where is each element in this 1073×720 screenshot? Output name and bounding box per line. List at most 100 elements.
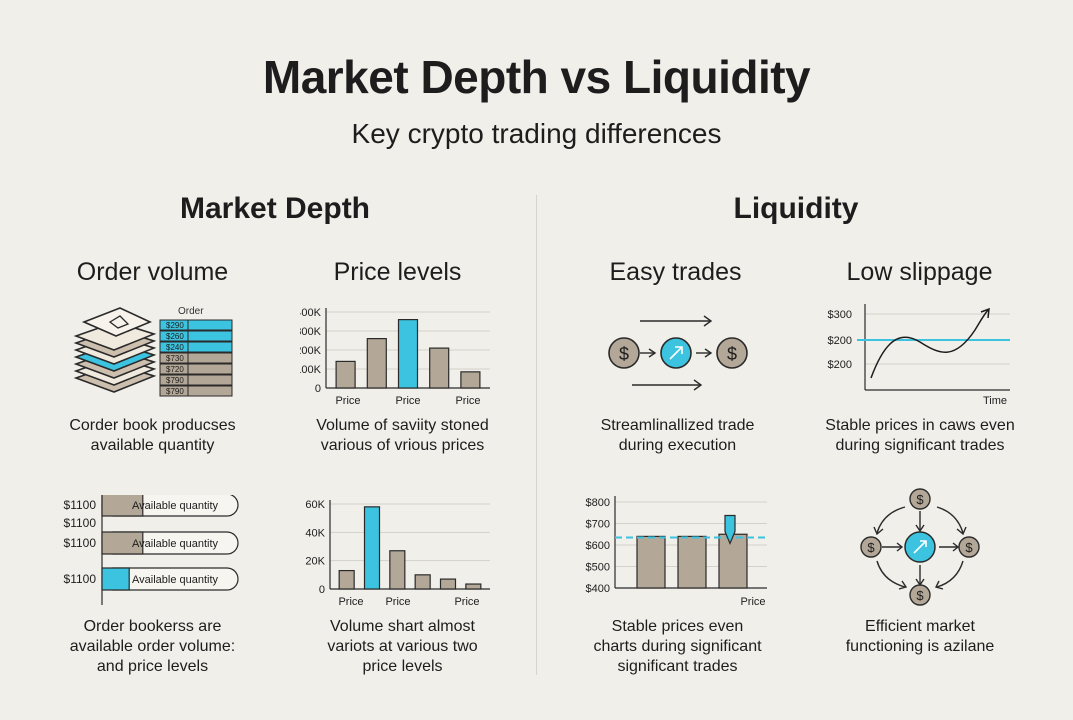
price-levels-chart: 400K 300K 200K 100K 0 Price Price Price xyxy=(300,307,490,407)
easy-trades-caption-1: Streamlinallized trade xyxy=(600,417,755,434)
order-book-volume-cell xyxy=(187,352,233,364)
price-line-arrowhead xyxy=(980,307,990,319)
order-book-volume-cell xyxy=(187,330,233,342)
market-depth-heading: Market Depth xyxy=(179,192,371,225)
bar xyxy=(636,535,666,589)
y-tick-label: $500 xyxy=(586,562,610,574)
bar xyxy=(338,569,355,590)
quantity-fill xyxy=(101,567,130,591)
order-book-price: $260 xyxy=(166,332,184,341)
order-book-illustration: Order $290 $260 $240 $730 $720 $790 $790 xyxy=(73,306,233,397)
order-volume-caption-2: available quantity xyxy=(90,437,215,454)
x-tick-label: Price xyxy=(454,596,479,608)
bar xyxy=(460,371,481,389)
x-tick-label: Price xyxy=(338,596,363,608)
y-tick-label: $800 xyxy=(586,497,610,509)
order-book-price: $290 xyxy=(166,321,184,330)
section-divider xyxy=(536,195,537,675)
y-tick-label: $300 xyxy=(828,309,852,321)
svg-text:$: $ xyxy=(965,540,973,555)
easy-trades-title: Easy trades xyxy=(609,258,742,286)
easy-trades-caption-2: during execution xyxy=(618,437,737,454)
volume-caption-1: Volume shart almost xyxy=(330,618,475,635)
stable-prices-chart: $800 $700 $600 $500 $400 Price xyxy=(586,496,767,608)
order-book-price: $790 xyxy=(166,376,184,385)
svg-text:$: $ xyxy=(916,588,924,603)
price-drop-marker xyxy=(724,514,736,546)
price-levels-title: Price levels xyxy=(333,258,462,286)
order-book-header: Order xyxy=(178,306,204,317)
bar xyxy=(363,506,381,590)
y-tick-label: 20K xyxy=(305,556,325,568)
liquidity-heading: Liquidity xyxy=(733,192,859,225)
y-tick-label: 40K xyxy=(305,527,325,539)
order-book-price: $790 xyxy=(166,387,184,396)
volume-caption-3: price levels xyxy=(362,658,443,675)
order-book-volume-cell xyxy=(187,374,233,386)
bar xyxy=(397,319,419,389)
x-tick-label: Price xyxy=(395,395,420,407)
y-tick-label: 200K xyxy=(300,345,322,357)
stacked-books-icon xyxy=(73,307,157,393)
x-axis-label: Price xyxy=(740,596,765,608)
stable-prices-caption-3: significant trades xyxy=(617,658,738,675)
stable-prices-caption-2: charts during significant xyxy=(593,638,762,655)
bar xyxy=(414,574,431,590)
page-title: Market Depth vs Liquidity xyxy=(262,51,811,103)
y-tick-label: 60K xyxy=(305,499,325,511)
quantity-bar-label: Available quantity xyxy=(132,538,219,550)
svg-text:$: $ xyxy=(916,492,924,507)
y-tick-label: 400K xyxy=(300,307,322,319)
quantity-price-label: $1100 xyxy=(64,498,97,512)
quantity-price-label: $1100 xyxy=(64,572,97,586)
efficient-market-caption-2: functioning is azilane xyxy=(845,638,995,655)
bar xyxy=(465,583,482,590)
page-subtitle: Key crypto trading differences xyxy=(351,118,722,149)
quantity-fill xyxy=(101,531,144,555)
y-tick-label: $400 xyxy=(586,583,610,595)
y-tick-label: $200 xyxy=(828,335,852,347)
low-slippage-caption-1: Stable prices in caws even xyxy=(825,417,1015,434)
order-volume-caption-1: Corder book producses xyxy=(69,417,236,434)
y-tick-label: $700 xyxy=(586,519,610,531)
quantity-caption-2: available order volume: xyxy=(69,638,236,655)
bar xyxy=(718,533,748,589)
y-tick-label: $200 xyxy=(828,359,852,371)
y-tick-label: $600 xyxy=(586,540,610,552)
quantity-fill xyxy=(101,495,144,517)
quantity-caption-3: and price levels xyxy=(96,658,209,675)
y-tick-label: 0 xyxy=(319,584,325,596)
order-book-price: $730 xyxy=(166,354,184,363)
x-tick-label: Price xyxy=(385,596,410,608)
bar xyxy=(366,337,387,389)
quantity-bar-label: Available quantity xyxy=(132,574,219,586)
low-slippage-title: Low slippage xyxy=(846,258,993,286)
volume-caption-2: variots at various two xyxy=(327,638,478,655)
svg-text:$: $ xyxy=(619,344,629,364)
efficient-market-illustration: $ $ $ $ xyxy=(860,488,980,606)
price-levels-caption-1: Volume of saviity stoned xyxy=(316,417,489,434)
x-axis-label: Time xyxy=(983,395,1007,407)
dollar-coin-icon: $ xyxy=(608,337,640,369)
cycle-arrows-icon xyxy=(873,506,967,590)
x-tick-label: Price xyxy=(455,395,480,407)
price-line xyxy=(870,309,989,379)
stable-prices-caption-1: Stable prices even xyxy=(611,618,744,635)
bar xyxy=(677,535,707,589)
y-tick-label: 300K xyxy=(300,326,322,338)
quantity-price-label: $1100 xyxy=(64,536,97,550)
quantity-bar-label: Available quantity xyxy=(132,500,219,512)
y-tick-label: 100K xyxy=(300,364,322,376)
bar xyxy=(429,347,450,389)
order-volume-title: Order volume xyxy=(76,258,229,286)
easy-trades-illustration: $ $ xyxy=(608,315,748,391)
bar xyxy=(335,360,356,389)
order-book-price: $720 xyxy=(166,365,184,374)
efficient-market-caption-1: Efficient market xyxy=(865,618,975,635)
bar xyxy=(439,578,457,590)
quantity-caption-1: Order bookerss are xyxy=(83,618,222,635)
low-slippage-caption-2: during significant trades xyxy=(835,437,1005,454)
x-tick-label: Price xyxy=(335,395,360,407)
order-book-volume-cell xyxy=(187,319,233,331)
low-slippage-chart: $300 $200 $200 Time xyxy=(828,304,1010,407)
